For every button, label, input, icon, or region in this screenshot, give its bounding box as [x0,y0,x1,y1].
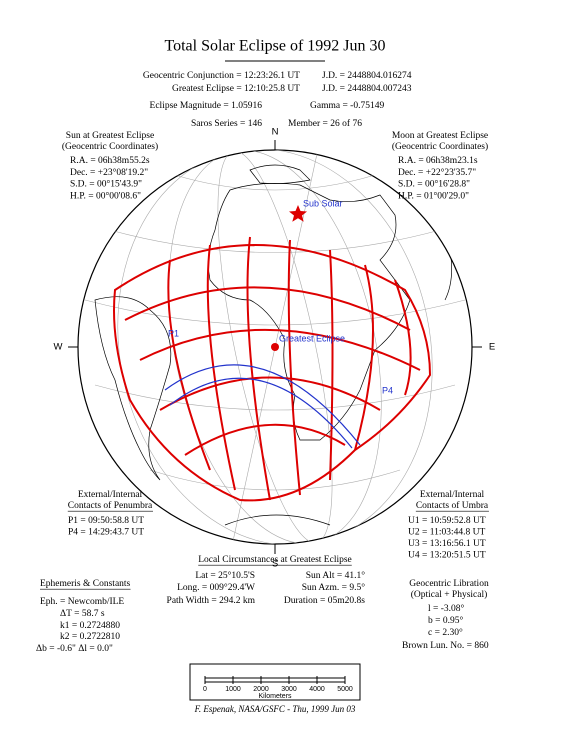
compass-ticks [68,140,482,554]
local-right: Sun Alt = 41.1° [306,570,366,581]
sun-line: S.D. = 00°15'43.9" [70,179,142,190]
moon-title: (Geocentric Coordinates) [392,141,488,152]
ephemeris-line: k1 = 0.2724880 [60,621,120,631]
compass-n: N [272,127,279,138]
libration-title: Geocentric Libration [409,579,489,589]
header-right: J.D. = 2448804.016274 [322,71,412,81]
scale-label: 1000 [225,686,241,693]
compass-s: S [272,559,278,570]
local-left: Long. = 009°29.4'W [177,582,255,593]
header-right: J.D. = 2448804.007243 [322,84,412,94]
moon-line: S.D. = 00°16'28.8" [398,179,470,190]
libration-line: l = -3.08° [428,603,465,614]
moon-title: Moon at Greatest Eclipse [392,131,488,141]
scale-label: 5000 [337,686,353,693]
compass-e: E [489,342,495,353]
umbra-title: Contacts of Umbra [416,500,489,511]
ephemeris-line: Eph. = Newcomb/ILE [40,597,124,607]
sun-title: (Geocentric Coordinates) [62,141,158,152]
local-left: Lat = 25°10.5'S [195,570,255,581]
umbra-line: U1 = 10:59:52.8 UT [408,516,486,526]
greatest-eclipse-point [271,343,279,351]
sub-solar-label: Sub Solar [303,198,343,208]
penumbra-line: P1 = 09:50:58.8 UT [68,516,144,526]
header-left: Greatest Eclipse = 12:10:25.8 UT [172,84,300,94]
scale-label: 3000 [281,686,297,693]
libration-line: b = 0.95° [428,615,463,626]
moon-line: Dec. = +22°23'35.7" [398,167,476,178]
compass-w: W [54,342,63,353]
umbra-line: U4 = 13:20:51.5 UT [408,551,486,561]
ephemeris-line: Δb = -0.6" Δl = 0.0" [36,644,113,654]
footer: F. Espenak, NASA/GSFC - Thu, 1999 Jun 03 [194,704,356,714]
scale-label: 2000 [253,686,269,693]
local-right: Duration = 05m20.8s [284,596,365,606]
header-left: Saros Series = 146 [191,119,262,129]
header-left: Geocentric Conjunction = 12:23:26.1 UT [143,71,300,81]
p4-label: P4 [382,385,393,395]
brown-lunation: Brown Lun. No. = 860 [402,641,489,651]
sun-title: Sun at Greatest Eclipse [66,131,154,141]
header-right: Gamma = -0.75149 [310,101,384,111]
header-left: Eclipse Magnitude = 1.05916 [150,101,263,111]
sun-line: R.A. = 06h38m55.2s [70,156,150,166]
greatest-eclipse-label: Greatest Eclipse [279,333,345,343]
local-left: Path Width = 294.2 km [167,596,256,606]
p1-label: P1 [168,328,179,338]
scale-unit: Kilometers [258,693,292,700]
local-right: Sun Azm. = 9.5° [302,582,365,593]
libration-title: (Optical + Physical) [411,589,488,600]
title: Total Solar Eclipse of 1992 Jun 30 [164,38,385,55]
header-right: Member = 26 of 76 [288,118,362,129]
ephemeris-line: ΔT = 58.7 s [60,609,105,619]
penumbra-title: Contacts of Penumbra [68,500,153,511]
sun-line: Dec. = +23°08'19.2" [70,167,148,178]
penumbra-title: External/Internal [78,490,143,500]
umbra-title: External/Internal [420,490,485,500]
umbral-path [164,364,361,449]
libration-line: c = 2.30° [428,627,463,638]
sun-line: H.P. = 00°00'08.6" [70,190,141,201]
sub-solar-point [289,205,307,222]
umbra-line: U3 = 13:16:56.1 UT [408,539,486,549]
umbra-line: U2 = 11:03:44.8 UT [408,528,486,538]
penumbra-grid [113,236,432,502]
moon-line: H.P. = 01°00'29.0" [398,190,469,201]
penumbra-line: P4 = 14:29:43.7 UT [68,528,144,538]
scale-label: 4000 [309,686,325,693]
scale-label: 0 [203,686,207,693]
local-title: Local Circumstances at Greatest Eclipse [198,555,352,565]
ephemeris-title: Ephemeris & Constants [40,579,131,589]
ephemeris-line: k2 = 0.2722810 [60,632,120,642]
moon-line: R.A. = 06h38m23.1s [398,156,478,166]
